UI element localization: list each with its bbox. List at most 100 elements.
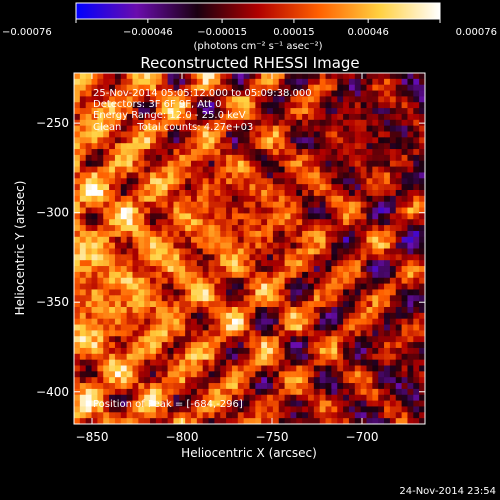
heatmap-cell	[308, 283, 315, 290]
heatmap-cell	[196, 219, 204, 226]
heatmap-cell	[150, 195, 157, 203]
heatmap-cell	[226, 102, 233, 109]
heatmap-cell	[366, 312, 373, 320]
heatmap-cell	[343, 225, 350, 232]
heatmap-cell	[231, 260, 239, 267]
heatmap-cell	[79, 254, 87, 261]
heatmap-cell	[378, 154, 385, 162]
heatmap-cell	[109, 307, 116, 314]
heatmap-cell	[97, 412, 104, 419]
heatmap-cell	[126, 201, 133, 208]
heatmap-cell	[401, 213, 408, 220]
heatmap-cell	[237, 102, 245, 109]
heatmap-cell	[348, 406, 356, 413]
heatmap-cell	[150, 377, 157, 384]
heatmap-cell	[126, 154, 133, 162]
heatmap-cell	[348, 125, 356, 132]
heatmap-cell	[161, 283, 168, 290]
heatmap-cell	[348, 225, 356, 232]
heatmap-cell	[378, 336, 385, 343]
heatmap-cell	[196, 73, 204, 80]
heatmap-cell	[214, 73, 221, 80]
heatmap-cell	[348, 149, 356, 156]
heatmap-cell	[360, 178, 367, 185]
heatmap-cell	[85, 266, 92, 273]
heatmap-cell	[395, 242, 402, 249]
heatmap-cell	[261, 190, 268, 197]
heatmap-cell	[144, 277, 151, 284]
heatmap-cell	[173, 271, 180, 279]
heatmap-cell	[284, 90, 291, 97]
heatmap-cell	[179, 201, 186, 208]
heatmap-cell	[308, 225, 315, 232]
heatmap-cell	[337, 295, 344, 302]
heatmap-cell	[202, 78, 209, 86]
heatmap-cell	[331, 418, 338, 425]
heatmap-cell	[401, 236, 408, 244]
heatmap-cell	[255, 377, 262, 384]
heatmap-cell	[126, 213, 133, 220]
heatmap-cell	[343, 289, 350, 296]
heatmap-cell	[343, 312, 350, 320]
heatmap-cell	[389, 149, 397, 156]
heatmap-cell	[272, 172, 280, 179]
heatmap-cell	[331, 371, 338, 378]
heatmap-cell	[191, 266, 198, 273]
heatmap-cell	[208, 207, 215, 214]
heatmap-cell	[138, 307, 145, 314]
heatmap-cell	[167, 307, 174, 314]
heatmap-cell	[226, 371, 233, 378]
heatmap-cell	[196, 160, 204, 167]
heatmap-cell	[302, 312, 309, 320]
heatmap-cell	[348, 418, 356, 425]
heatmap-cell	[155, 102, 163, 109]
heatmap-cell	[85, 190, 92, 197]
heatmap-cell	[79, 347, 87, 355]
heatmap-cell	[249, 242, 256, 249]
heatmap-cell	[384, 254, 391, 261]
heatmap-cell	[413, 347, 420, 355]
heatmap-cell	[85, 312, 92, 320]
heatmap-cell	[214, 324, 221, 331]
heatmap-cell	[395, 125, 402, 132]
heatmap-cell	[196, 178, 204, 185]
heatmap-cell	[419, 301, 426, 308]
heatmap-cell	[255, 119, 262, 127]
heatmap-cell	[372, 342, 379, 349]
heatmap-cell	[354, 336, 362, 343]
heatmap-cell	[237, 365, 245, 372]
heatmap-cell	[360, 119, 367, 127]
heatmap-cell	[319, 365, 326, 372]
heatmap-cell	[343, 406, 350, 413]
heatmap-cell	[272, 266, 280, 273]
heatmap-cell	[179, 342, 186, 349]
heatmap-cell	[144, 84, 151, 91]
heatmap-cell	[185, 400, 192, 407]
heatmap-cell	[185, 96, 192, 103]
heatmap-cell	[378, 242, 385, 249]
heatmap-cell	[407, 137, 414, 144]
heatmap-cell	[179, 353, 186, 361]
heatmap-cell	[167, 84, 174, 91]
heatmap-cell	[103, 260, 110, 267]
heatmap-cell	[272, 131, 280, 138]
heatmap-cell	[214, 84, 221, 91]
heatmap-cell	[231, 119, 239, 127]
heatmap-cell	[290, 225, 297, 232]
heatmap-cell	[325, 359, 332, 366]
heatmap-cell	[220, 195, 227, 203]
heatmap-cell	[319, 131, 326, 138]
heatmap-cell	[413, 108, 420, 115]
heatmap-cell	[372, 119, 379, 127]
heatmap-cell	[337, 324, 344, 331]
heatmap-cell	[389, 283, 397, 290]
heatmap-cell	[366, 271, 373, 279]
heatmap-cell	[343, 359, 350, 366]
heatmap-cell	[109, 190, 116, 197]
heatmap-cell	[296, 307, 303, 314]
heatmap-cell	[261, 283, 268, 290]
heatmap-cell	[103, 125, 110, 132]
heatmap-cell	[325, 160, 332, 167]
heatmap-cell	[179, 149, 186, 156]
heatmap-cell	[325, 336, 332, 343]
